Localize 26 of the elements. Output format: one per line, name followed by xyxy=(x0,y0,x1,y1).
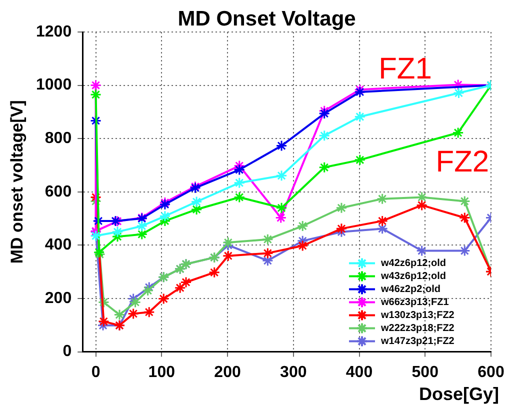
legend-label: w147z3p21;FZ2 xyxy=(380,336,455,348)
annotation: FZ2 xyxy=(436,145,490,178)
chart-title: MD Onset Voltage xyxy=(178,7,356,30)
x-tick-label: 300 xyxy=(280,364,307,381)
legend-label: w66z3p13;FZ1 xyxy=(380,297,450,308)
x-tick-label: 200 xyxy=(214,364,241,381)
legend-label: w222z3p18;FZ2 xyxy=(380,323,455,334)
legend-label: w46z2p2;old xyxy=(380,284,440,296)
y-tick-label: 400 xyxy=(44,236,72,254)
y-tick-label: 0 xyxy=(62,343,72,360)
x-tick-label: 100 xyxy=(148,364,176,381)
x-tick-label: 500 xyxy=(412,364,439,381)
y-tick-label: 1000 xyxy=(36,76,72,94)
legend-label: w43z6p12;old xyxy=(380,271,446,282)
legend-label: w130z3p13;FZ2 xyxy=(380,310,455,322)
y-tick-label: 600 xyxy=(44,183,72,200)
annotation: FZ1 xyxy=(378,52,432,86)
x-tick-label: 400 xyxy=(346,364,373,381)
y-tick-label: 1200 xyxy=(36,23,72,40)
x-tick-label: 0 xyxy=(91,364,100,381)
x-axis-title: Dose[Gy] xyxy=(418,384,499,404)
y-tick-label: 800 xyxy=(44,130,72,148)
legend-label: w42z6p12;old xyxy=(380,258,446,270)
y-axis-title: MD onset voltage[V] xyxy=(8,100,27,264)
x-tick-label: 600 xyxy=(478,364,504,381)
y-tick-label: 200 xyxy=(44,290,72,307)
